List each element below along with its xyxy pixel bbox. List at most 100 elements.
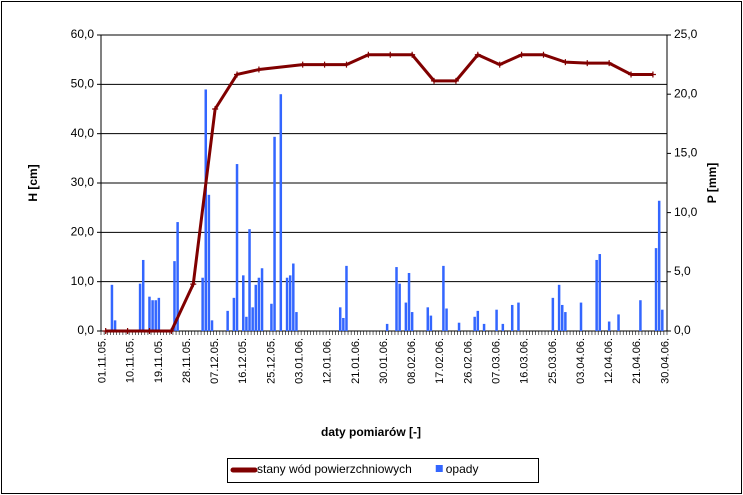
y-tick-label: 50,0 (71, 77, 95, 91)
bar (345, 265, 348, 331)
bar (510, 304, 514, 331)
bar (385, 323, 389, 331)
bar (204, 89, 208, 332)
bar (457, 322, 461, 331)
bar (560, 304, 564, 331)
x-tick-label: 12.01.06. (322, 338, 334, 384)
bar (173, 261, 176, 331)
y2-tick-label: 20,0 (674, 86, 698, 100)
bar (113, 320, 117, 331)
bar (201, 277, 204, 331)
bar (598, 254, 602, 331)
bar (473, 316, 476, 331)
bar (226, 310, 229, 331)
line-marker (234, 71, 241, 78)
y2-tick-label: 10,0 (674, 205, 698, 219)
bar (595, 259, 598, 331)
x-tick-label: 19.11.05. (153, 338, 165, 383)
bar (257, 277, 261, 331)
x-tick-label: 17.02.06. (434, 338, 446, 384)
bar (407, 272, 411, 331)
line-marker (102, 328, 109, 334)
legend-box (227, 458, 539, 483)
bar (482, 323, 486, 331)
bar (235, 164, 239, 331)
line-marker (190, 281, 197, 288)
bar (342, 317, 345, 331)
y2-tick-label: 15,0 (674, 146, 698, 160)
line-marker (321, 61, 328, 68)
line-marker (452, 77, 459, 84)
line-marker (628, 71, 635, 78)
bar (207, 194, 211, 331)
legend-label: opady (446, 462, 479, 476)
y2-tick-label: 5,0 (674, 264, 691, 278)
x-tick-label: 07.12.05. (209, 338, 221, 384)
bar (661, 309, 664, 331)
line-marker (146, 328, 153, 334)
x-tick-label: 16.12.05. (237, 338, 249, 384)
bar (157, 297, 161, 331)
bar (254, 284, 258, 331)
y-tick-label: 0,0 (77, 323, 94, 337)
bar (110, 284, 114, 331)
y2-axis-title: P [mm] (705, 163, 719, 203)
y2-tick-label: 0,0 (674, 323, 691, 337)
line-marker (365, 51, 372, 58)
y2-tick-label: 25,0 (674, 27, 698, 41)
x-tick-label: 30.04.06. (659, 338, 671, 384)
x-tick-label: 25.12.05. (265, 338, 277, 384)
line-marker (343, 61, 350, 68)
x-tick-label: 03.04.06. (575, 338, 587, 384)
bar (138, 283, 142, 331)
bar (176, 222, 179, 331)
bar (476, 310, 480, 331)
bar (245, 316, 248, 331)
x-tick-label: 28.11.05. (181, 338, 193, 383)
bar (273, 136, 276, 331)
line-marker (649, 71, 656, 78)
x-tick-label: 26.02.06. (462, 338, 474, 384)
line-marker (562, 59, 569, 66)
bar (141, 259, 145, 331)
bar (445, 308, 448, 331)
bar (148, 296, 151, 331)
bar (242, 275, 245, 331)
x-tick-label: 25.03.06. (547, 338, 559, 384)
bar (232, 297, 236, 331)
y-tick-label: 20,0 (71, 225, 95, 239)
y-tick-label: 30,0 (71, 175, 95, 189)
bar (288, 275, 292, 331)
bar (657, 200, 661, 331)
bar (279, 94, 283, 331)
x-tick-label: 21.04.06. (631, 338, 643, 384)
bar (429, 315, 433, 331)
bar (398, 283, 401, 331)
line-marker (518, 51, 525, 58)
bar (292, 263, 295, 331)
line-marker (431, 77, 438, 84)
x-tick-label: 01.11.05. (96, 338, 108, 383)
bar (404, 302, 408, 331)
line-marker (387, 51, 394, 58)
line-marker (255, 66, 262, 73)
x-tick-label: 21.01.06. (350, 338, 362, 384)
bar (564, 312, 567, 331)
bar (557, 284, 561, 331)
bar (426, 307, 430, 331)
line-marker (299, 61, 306, 68)
bar (607, 321, 611, 331)
bar (260, 268, 264, 331)
bar (251, 307, 254, 331)
bar (495, 309, 498, 331)
bar (517, 302, 520, 331)
y-tick-label: 40,0 (71, 126, 95, 140)
bar (338, 307, 342, 331)
bar (285, 277, 289, 331)
line-marker (584, 60, 591, 67)
x-tick-label: 07.03.06. (490, 338, 502, 384)
line-marker (474, 51, 481, 58)
bar (579, 302, 583, 331)
bar (410, 312, 414, 331)
